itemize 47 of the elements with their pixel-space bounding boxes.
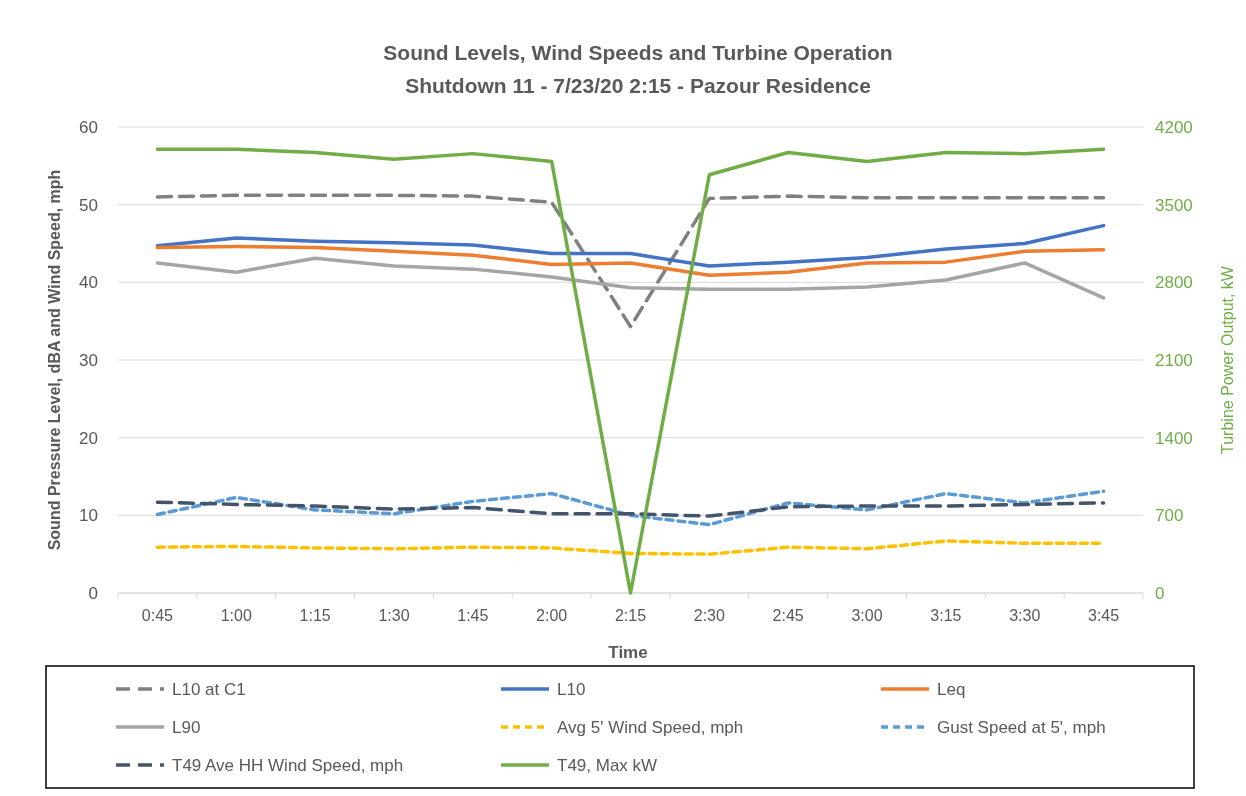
y-tick-label: 30 <box>79 351 98 370</box>
x-tick-label: 3:30 <box>1009 607 1041 624</box>
legend-label: Avg 5' Wind Speed, mph <box>557 718 744 737</box>
line-series <box>155 193 1106 329</box>
legend-label: L10 at C1 <box>172 680 246 699</box>
y2-tick-label: 4200 <box>1155 118 1193 137</box>
y2-tick-label: 700 <box>1155 506 1184 526</box>
x-tick-label: 3:45 <box>1088 607 1120 624</box>
x-tick-label: 1:15 <box>299 607 331 624</box>
x-tick-label: 1:30 <box>378 607 410 624</box>
x-tick-label: 0:45 <box>141 607 174 624</box>
y-tick-label: 40 <box>79 273 98 293</box>
legend-label: Leq <box>937 680 966 699</box>
x-tick-label: 2:30 <box>693 607 726 624</box>
y-axis-title: Sound Pressure Level, dBA and Wind Speed, mph <box>46 169 63 551</box>
y2-tick-label: 0 <box>1155 584 1165 603</box>
chart-title: Sound Levels, Wind Speeds and Turbine Operation <box>383 41 893 64</box>
y-tick-label: 60 <box>79 118 98 137</box>
line-series <box>155 500 1106 518</box>
line-series <box>155 147 1106 595</box>
legend-label: Gust Speed at 5', mph <box>937 718 1106 737</box>
x-tick-label: 3:15 <box>930 607 962 624</box>
y-tick-label: 50 <box>79 195 98 215</box>
y2-tick-label: 1400 <box>1155 428 1193 448</box>
y-tick-label: 0 <box>88 584 98 603</box>
legend-label: L10 <box>557 680 586 699</box>
line-series <box>155 489 1106 527</box>
y2-tick-label: 2800 <box>1155 273 1193 293</box>
x-tick-label: 3:00 <box>851 607 883 624</box>
x-tick-label: 2:45 <box>772 607 804 624</box>
chart-subtitle: Shutdown 11 - 7/23/20 2:15 - Pazour Residence <box>405 74 871 97</box>
y2-tick-label: 3500 <box>1155 195 1193 215</box>
legend-label: L90 <box>172 718 201 737</box>
x-axis-title: Time <box>608 643 648 662</box>
x-tick-label: 1:00 <box>220 607 252 624</box>
line-series <box>155 244 1106 278</box>
line-series <box>155 256 1106 300</box>
y2-tick-label: 2100 <box>1155 351 1193 370</box>
y2-axis-title: Turbine Power Output, kW <box>1219 265 1236 454</box>
x-tick-label: 1:45 <box>457 607 489 624</box>
y-tick-label: 20 <box>79 428 98 448</box>
legend-label: T49, Max kW <box>557 756 658 775</box>
x-tick-label: 2:15 <box>614 607 647 624</box>
line-series <box>155 223 1106 268</box>
y-tick-label: 10 <box>79 506 98 526</box>
x-tick-label: 2:00 <box>536 607 568 624</box>
legend-label: T49 Ave HH Wind Speed, mph <box>172 756 404 775</box>
